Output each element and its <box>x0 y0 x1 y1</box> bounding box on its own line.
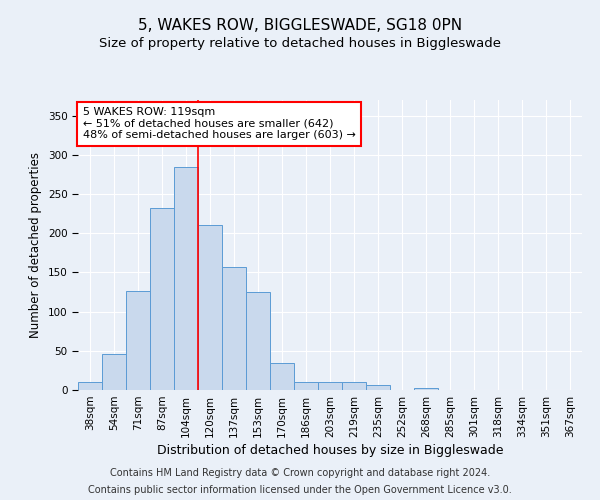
Bar <box>198 226 222 390</box>
Bar <box>78 382 102 390</box>
Bar <box>294 382 318 390</box>
Bar <box>174 168 198 390</box>
Bar <box>414 388 438 390</box>
Bar <box>102 354 126 390</box>
Bar <box>366 384 390 390</box>
Text: Contains public sector information licensed under the Open Government Licence v3: Contains public sector information licen… <box>88 485 512 495</box>
Bar <box>246 292 270 390</box>
Y-axis label: Number of detached properties: Number of detached properties <box>29 152 42 338</box>
Bar <box>150 208 174 390</box>
Bar <box>270 362 294 390</box>
Bar <box>342 382 366 390</box>
Text: Size of property relative to detached houses in Biggleswade: Size of property relative to detached ho… <box>99 38 501 51</box>
Bar <box>318 382 342 390</box>
Text: Contains HM Land Registry data © Crown copyright and database right 2024.: Contains HM Land Registry data © Crown c… <box>110 468 490 477</box>
Bar <box>126 291 150 390</box>
X-axis label: Distribution of detached houses by size in Biggleswade: Distribution of detached houses by size … <box>157 444 503 457</box>
Text: 5 WAKES ROW: 119sqm
← 51% of detached houses are smaller (642)
48% of semi-detac: 5 WAKES ROW: 119sqm ← 51% of detached ho… <box>83 108 356 140</box>
Bar <box>222 267 246 390</box>
Text: 5, WAKES ROW, BIGGLESWADE, SG18 0PN: 5, WAKES ROW, BIGGLESWADE, SG18 0PN <box>138 18 462 32</box>
